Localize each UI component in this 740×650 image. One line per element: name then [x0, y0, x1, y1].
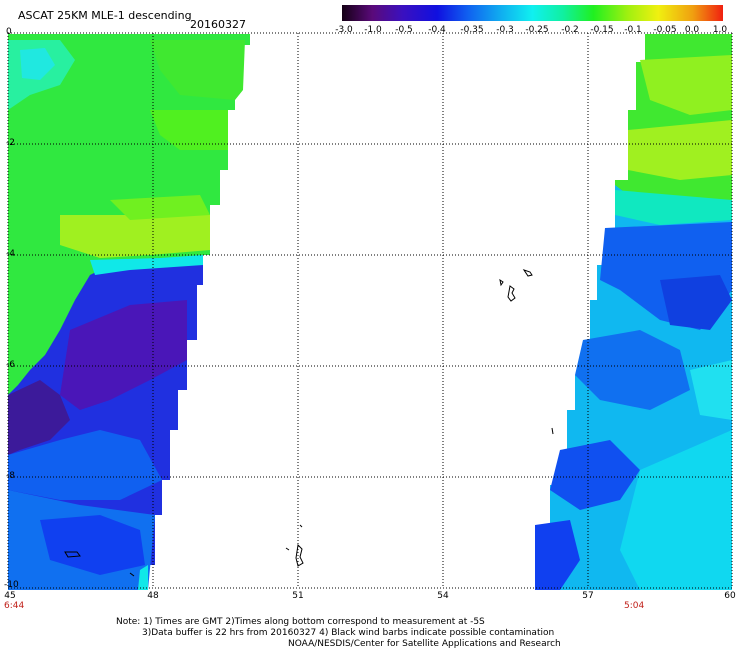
colorbar-label: -1.0 — [364, 25, 382, 35]
colorbar-label: -0.35 — [460, 25, 484, 35]
lon-tick-label: 57 — [582, 591, 594, 601]
colorbar-label: -3.0 — [335, 25, 353, 35]
colorbar-label: -0.2 — [561, 25, 579, 35]
colorbar-label: -0.3 — [496, 25, 514, 35]
colorbar — [342, 5, 723, 21]
colorbar-label: -0.1 — [624, 25, 642, 35]
lat-tick-label: -2 — [6, 138, 15, 148]
lon-tick-label: 60 — [724, 591, 736, 601]
colorbar-label: -0.15 — [590, 25, 614, 35]
map-date: 20160327 — [190, 18, 246, 31]
map-title: ASCAT 25KM MLE-1 descending — [18, 9, 192, 22]
lat-tick-label: 0 — [6, 27, 12, 37]
colorbar-label: -0.4 — [428, 25, 446, 35]
note-line-3: NOAA/NESDIS/Center for Satellite Applica… — [288, 639, 561, 649]
colorbar-label: 0.0 — [684, 25, 700, 35]
note-line-1: Note: 1) Times are GMT 2)Times along bot… — [116, 617, 485, 627]
left-swath — [8, 34, 250, 590]
right-swath — [535, 34, 732, 590]
lat-tick-label: -10 — [4, 580, 19, 590]
colorbar-label: -0.25 — [525, 25, 549, 35]
coastlines — [64, 269, 554, 577]
graticule — [7, 32, 733, 589]
colorbar-label: 1.0 — [712, 25, 728, 35]
left-swath-time: 6:44 — [4, 601, 25, 611]
lat-tick-label: -4 — [6, 249, 15, 259]
lon-tick-label: 54 — [437, 591, 449, 601]
lon-tick-label: 45 — [4, 591, 16, 601]
lat-tick-label: -8 — [6, 471, 15, 481]
lon-tick-label: 51 — [292, 591, 304, 601]
lon-tick-label: 48 — [147, 591, 159, 601]
note-line-2: 3)Data buffer is 22 hrs from 20160327 4)… — [142, 628, 555, 638]
lat-tick-label: -6 — [6, 360, 15, 370]
colorbar-label: -0.5 — [395, 25, 413, 35]
right-swath-time: 5:04 — [624, 601, 645, 611]
colorbar-label: -0.05 — [653, 25, 677, 35]
